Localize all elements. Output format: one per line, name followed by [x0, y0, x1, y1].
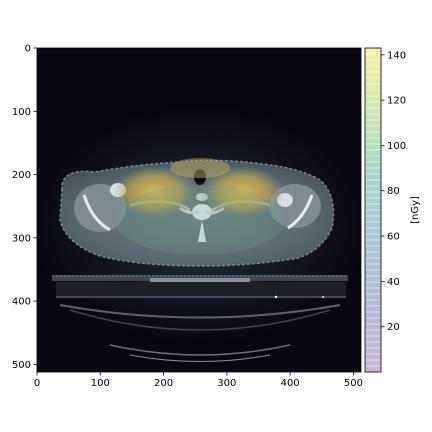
ct-image: [37, 48, 361, 372]
x-tick-label: 400: [281, 378, 300, 389]
x-axis: 0 100 200 300 400 500: [34, 372, 363, 389]
y-tick-label: 100: [12, 107, 31, 118]
y-tick-label: 400: [12, 297, 31, 308]
x-tick-label: 100: [91, 378, 110, 389]
y-tick-label: 200: [12, 170, 31, 181]
y-axis: 0 100 200 300 400 500: [12, 44, 37, 371]
y-tick-label: 0: [25, 44, 31, 55]
x-tick-label: 500: [344, 378, 363, 389]
colorbar-tick-label: 80: [387, 186, 400, 197]
y-tick-label: 300: [12, 233, 31, 244]
colorbar-stripes: [365, 53, 381, 367]
plot-frame: [36, 47, 362, 373]
colorbar-tick-label: 40: [387, 277, 400, 288]
ct-couch: [52, 275, 348, 362]
x-tick-label: 300: [217, 378, 236, 389]
colorbar-tick-label: 20: [387, 322, 400, 333]
colorbar-tick-label: 60: [387, 232, 400, 243]
y-tick-label: 500: [12, 360, 31, 371]
colorbar-frame: [364, 47, 382, 373]
x-tick-label: 200: [154, 378, 173, 389]
colorbar-tick-label: 140: [387, 50, 406, 61]
colorbar-tick-label: 100: [387, 141, 406, 152]
colorbar-ticks: 20 40 60 80 100 120 140: [381, 50, 406, 333]
colorbar-label: [nGy]: [410, 196, 421, 224]
colorbar: 20 40 60 80 100 120 140 [nGy]: [364, 47, 421, 373]
colorbar-tick-label: 120: [387, 96, 406, 107]
dose-overlay: [113, 158, 285, 255]
x-tick-label: 0: [34, 378, 40, 389]
